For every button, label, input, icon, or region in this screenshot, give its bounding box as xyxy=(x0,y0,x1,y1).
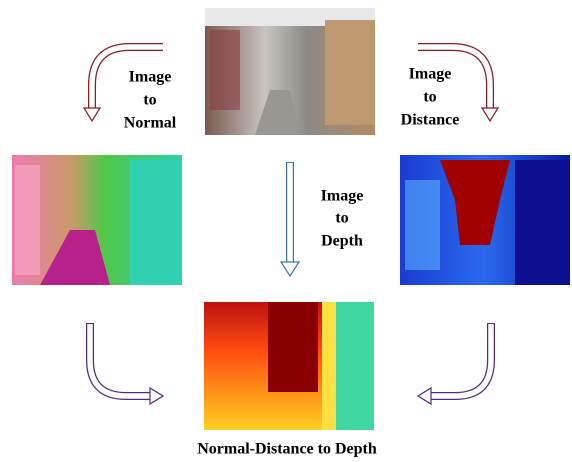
label-line: Image xyxy=(409,66,452,83)
distance-image xyxy=(400,155,570,285)
arrow-image-to-distance xyxy=(418,43,500,123)
arrow-image-to-depth xyxy=(279,162,301,278)
caption: Normal-Distance to Depth xyxy=(197,441,377,458)
label-line: to xyxy=(335,210,348,227)
normal-image xyxy=(12,155,182,285)
label-line: Distance xyxy=(401,112,460,129)
label-line: Image xyxy=(129,69,172,86)
label-line: Depth xyxy=(321,233,363,250)
label-line: Image xyxy=(321,188,364,205)
arrow-normal-to-depth xyxy=(86,323,165,406)
rgb-image xyxy=(205,8,375,135)
label-line: to xyxy=(143,92,156,109)
label-line: to xyxy=(423,89,436,106)
arrow-distance-to-depth xyxy=(416,323,495,406)
depth-image xyxy=(204,302,374,430)
label-line: Normal xyxy=(124,115,177,132)
arrow-image-to-normal xyxy=(82,43,163,123)
